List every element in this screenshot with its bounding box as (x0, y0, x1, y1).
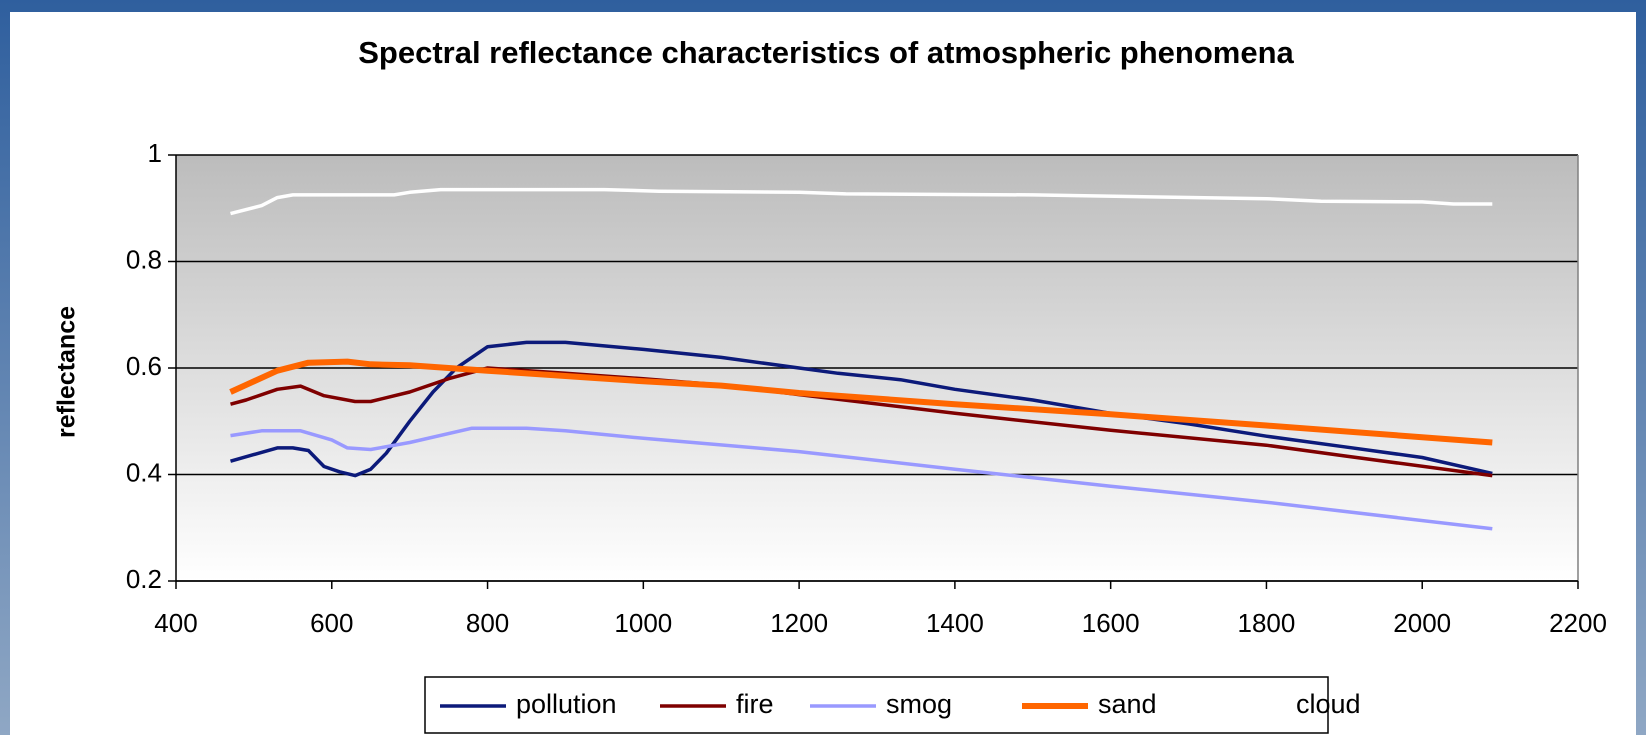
y-tick-label: 0.2 (126, 564, 162, 594)
series-line (229, 358, 1493, 446)
legend-label: fire (736, 689, 774, 719)
chart-title: Spectral reflectance characteristics of … (358, 35, 1294, 70)
y-axis-label: reflectance (53, 306, 81, 438)
legend-label: cloud (1296, 689, 1361, 719)
y-tick-label: 0.8 (126, 244, 162, 274)
x-tick-label: 1600 (1082, 608, 1140, 638)
x-tick-label: 400 (154, 608, 197, 638)
series-line (230, 187, 1493, 216)
legend-label: sand (1098, 689, 1157, 719)
x-tick-label: 2000 (1393, 608, 1451, 638)
legend-label: pollution (516, 689, 617, 719)
x-tick-label: 1400 (926, 608, 984, 638)
legend-label: smog (886, 689, 952, 719)
x-tick-label: 1200 (770, 608, 828, 638)
x-tick-label: 600 (310, 608, 353, 638)
series-line (230, 426, 1493, 531)
x-tick-label: 1000 (614, 608, 672, 638)
legend (424, 676, 1329, 734)
x-tick-label: 2200 (1549, 608, 1607, 638)
y-tick-label: 0.4 (126, 457, 162, 487)
x-tick-label: 800 (466, 608, 509, 638)
y-tick-label: 1 (148, 138, 162, 168)
y-tick-label: 0.6 (126, 351, 162, 381)
x-tick-label: 1800 (1238, 608, 1296, 638)
